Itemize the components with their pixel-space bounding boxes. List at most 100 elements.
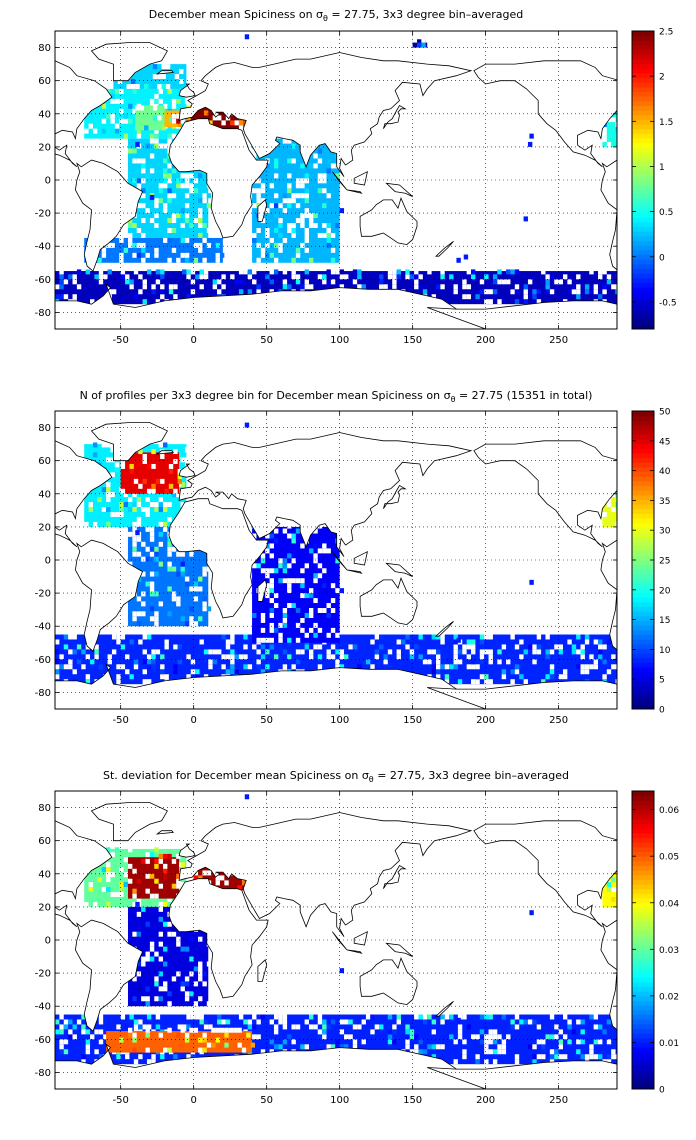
empty-bin xyxy=(554,1024,559,1030)
data-bin-cell xyxy=(282,563,288,569)
empty-bin xyxy=(173,294,178,300)
empty-bin xyxy=(160,664,165,670)
empty-bin xyxy=(335,632,340,638)
empty-bin xyxy=(106,497,111,503)
data-bin-cell xyxy=(237,885,242,891)
data-bin-cell xyxy=(269,588,274,594)
data-bin-cell xyxy=(580,1029,585,1035)
empty-bin xyxy=(435,1044,441,1050)
data-bin-cell xyxy=(580,1054,585,1060)
empty-bin xyxy=(158,858,164,864)
empty-bin xyxy=(160,674,165,680)
empty-bin xyxy=(215,257,220,263)
empty-bin xyxy=(163,183,168,189)
empty-bin xyxy=(462,279,467,285)
colorbar-segment xyxy=(632,411,654,417)
coastline xyxy=(385,182,413,197)
empty-bin xyxy=(132,551,137,557)
empty-bin xyxy=(260,188,266,194)
colorbar-segment xyxy=(632,671,654,677)
empty-bin xyxy=(427,659,432,665)
empty-bin xyxy=(497,1049,502,1055)
data-bin-cell xyxy=(101,103,107,109)
empty-bin xyxy=(173,644,178,650)
data-bin-cell xyxy=(335,649,340,655)
empty-bin xyxy=(158,1032,164,1038)
data-bin-cell xyxy=(92,442,98,448)
empty-bin xyxy=(163,208,168,214)
empty-bin xyxy=(558,1044,563,1050)
data-bin-cell xyxy=(571,1029,577,1035)
empty-bin xyxy=(422,659,428,665)
data-bin-cell xyxy=(152,115,158,121)
empty-bin xyxy=(154,611,159,617)
data-bin-cell xyxy=(94,649,99,655)
data-bin-cell xyxy=(106,887,111,892)
empty-bin xyxy=(313,153,318,159)
empty-bin xyxy=(173,488,178,494)
data-bin-cell xyxy=(101,867,107,873)
empty-bin xyxy=(269,269,274,275)
data-bin-cell xyxy=(123,113,128,119)
data-bin-cell xyxy=(335,223,340,229)
empty-bin xyxy=(484,1049,489,1055)
data-bin-cell xyxy=(273,627,279,633)
empty-bin xyxy=(256,637,261,643)
data-bin-cell xyxy=(176,183,181,189)
empty-bin xyxy=(127,863,133,869)
empty-bin xyxy=(440,634,445,640)
empty-bin xyxy=(190,1014,196,1020)
data-bin-cell xyxy=(198,616,203,622)
colorbar-segment xyxy=(632,639,654,645)
data-bin-cell xyxy=(114,88,120,94)
data-bin-cell xyxy=(273,163,279,169)
data-bin-cell xyxy=(193,188,199,194)
empty-bin xyxy=(106,877,111,883)
data-bin-cell xyxy=(598,294,603,300)
empty-bin xyxy=(580,669,585,675)
empty-bin xyxy=(475,1054,480,1060)
data-bin-cell xyxy=(265,252,270,258)
data-bin-cell xyxy=(168,483,174,489)
data-bin-cell xyxy=(160,1054,165,1060)
empty-bin xyxy=(154,223,159,229)
data-bin-cell xyxy=(127,103,133,109)
data-bin-cell xyxy=(168,289,174,295)
data-bin-cell xyxy=(219,252,225,258)
empty-bin xyxy=(611,507,616,512)
empty-bin xyxy=(562,1014,568,1020)
empty-bin xyxy=(352,279,358,285)
empty-bin xyxy=(114,462,120,468)
colorbar-segment xyxy=(632,522,654,528)
data-bin-cell xyxy=(167,853,172,859)
colorbar-tick-label: 0 xyxy=(659,253,665,263)
colorbar-segment xyxy=(632,462,654,468)
colorbar-segment xyxy=(632,1061,654,1067)
empty-bin xyxy=(184,457,190,463)
empty-bin xyxy=(132,868,137,874)
empty-bin xyxy=(466,269,472,275)
data-bin-cell xyxy=(123,247,128,253)
data-bin-cell xyxy=(273,228,279,233)
empty-bin xyxy=(523,294,528,300)
empty-bin xyxy=(238,654,244,660)
data-bin-cell xyxy=(335,1044,340,1050)
coastline xyxy=(616,50,617,52)
empty-bin xyxy=(514,1059,520,1065)
colorbar-segment xyxy=(632,1079,654,1085)
data-bin-cell xyxy=(326,1024,331,1030)
empty-bin xyxy=(135,105,140,111)
data-bin-cell xyxy=(203,289,209,295)
empty-bin xyxy=(545,634,550,640)
data-bin-cell xyxy=(414,274,419,280)
empty-bin xyxy=(576,649,581,655)
empty-bin xyxy=(260,1049,266,1055)
empty-bin xyxy=(484,1034,489,1040)
data-bin-cell xyxy=(203,110,209,116)
empty-bin xyxy=(287,578,292,584)
data-bin-cell xyxy=(132,888,137,894)
x-tick-label: 200 xyxy=(476,715,495,726)
data-bin-cell xyxy=(114,128,120,134)
empty-bin xyxy=(409,649,415,655)
